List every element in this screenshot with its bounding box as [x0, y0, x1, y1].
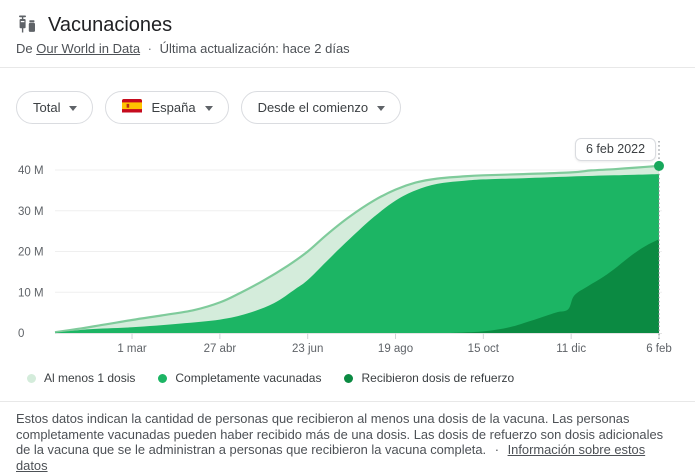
legend-item: Al menos 1 dosis — [27, 371, 135, 385]
date-range-dropdown[interactable]: Desde el comienzo — [240, 91, 402, 124]
svg-text:6 feb: 6 feb — [646, 343, 672, 355]
legend-dot-icon — [344, 373, 354, 383]
svg-text:0: 0 — [18, 328, 24, 340]
svg-text:30 M: 30 M — [18, 206, 44, 218]
region-dropdown[interactable]: España — [105, 91, 229, 124]
svg-text:1 mar: 1 mar — [117, 343, 147, 355]
chevron-down-icon — [69, 105, 78, 111]
date-range-dropdown-label: Desde el comienzo — [257, 100, 369, 115]
spain-flag-icon — [122, 99, 143, 116]
chart-legend: Al menos 1 dosis Completamente vacunadas R… — [27, 371, 514, 385]
svg-text:23 jun: 23 jun — [292, 343, 323, 355]
separator-dot: · — [147, 41, 153, 56]
svg-text:15 oct: 15 oct — [468, 343, 500, 355]
svg-text:19 ago: 19 ago — [378, 343, 413, 355]
data-info-link[interactable]: Información sobre estos datos — [16, 442, 646, 473]
last-updated-text: Última actualización: hace 2 días — [159, 41, 350, 56]
divider — [0, 401, 695, 402]
separator-dot: · — [494, 442, 499, 458]
legend-item: Recibieron dosis de refuerzo — [344, 371, 514, 385]
footer-text: Estos datos indican la cantidad de perso… — [16, 411, 664, 458]
legend-dot-icon — [158, 373, 168, 383]
source-link[interactable]: Our World in Data — [36, 41, 141, 56]
svg-text:10 M: 10 M — [18, 287, 44, 299]
legend-label: Completamente vacunadas — [175, 371, 322, 385]
panel-header: Vacunaciones De Our World in Data · Últi… — [0, 0, 695, 68]
chevron-down-icon — [204, 105, 213, 111]
metric-dropdown-label: Total — [33, 100, 61, 115]
region-dropdown-label: España — [151, 100, 196, 115]
legend-dot-icon — [27, 373, 36, 383]
source-line: De Our World in Data · Última actualizac… — [16, 41, 679, 56]
legend-label: Recibieron dosis de refuerzo — [361, 371, 515, 385]
source-prefix: De — [16, 41, 33, 56]
svg-text:27 abr: 27 abr — [204, 343, 237, 355]
svg-text:11 dic: 11 dic — [556, 343, 586, 355]
chevron-down-icon — [377, 105, 386, 111]
vaccination-chart: 0 10 M 20 M 30 M 40 M 1 mar 27 abr 23 jun 19 ago… — [0, 135, 695, 390]
page-title: Vacunaciones — [48, 13, 173, 36]
metric-dropdown[interactable]: Total — [16, 91, 94, 124]
svg-text:20 M: 20 M — [18, 247, 44, 259]
vaccine-syringe-icon — [16, 14, 38, 36]
legend-item: Completamente vacunadas — [158, 371, 321, 385]
filter-bar: Total España Desde el comienzo — [16, 91, 679, 124]
area-chart-canvas[interactable]: 0 10 M 20 M 30 M 40 M 1 mar 27 abr 23 jun 19 ago… — [0, 135, 695, 390]
footer-description: Estos datos indican la cantidad de perso… — [0, 402, 695, 473]
legend-label: Al menos 1 dosis — [44, 371, 136, 385]
date-tooltip: 6 feb 2022 — [575, 138, 657, 161]
svg-text:40 M: 40 M — [18, 165, 44, 177]
